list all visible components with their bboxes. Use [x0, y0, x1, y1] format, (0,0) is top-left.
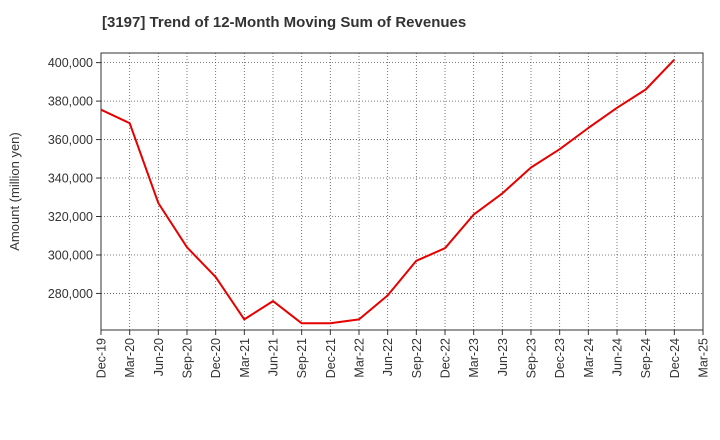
- x-tick-label: Dec-20: [209, 338, 223, 378]
- x-tick-label: Mar-21: [238, 338, 252, 378]
- chart-title: [3197] Trend of 12-Month Moving Sum of R…: [102, 14, 467, 31]
- x-tick-label: Dec-22: [439, 338, 453, 378]
- x-tick-label: Sep-20: [181, 338, 195, 378]
- x-tick-label: Mar-23: [467, 338, 481, 378]
- y-tick-label: 400,000: [48, 56, 93, 70]
- x-tick-label: Sep-24: [639, 338, 653, 378]
- x-tick-label: Dec-21: [324, 338, 338, 378]
- x-tick-label: Jun-23: [496, 338, 510, 376]
- x-tick-label: Mar-20: [123, 338, 137, 378]
- x-tick-label: Mar-22: [353, 338, 367, 378]
- y-tick-label: 300,000: [48, 248, 93, 262]
- y-tick-label: 280,000: [48, 287, 93, 301]
- x-tick-label: Dec-23: [553, 338, 567, 378]
- x-tick-label: Sep-21: [295, 338, 309, 378]
- x-tick-label: Mar-25: [697, 338, 711, 378]
- y-tick-label: 320,000: [48, 210, 93, 224]
- x-tick-label: Dec-19: [95, 338, 109, 378]
- plot-frame: [100, 52, 704, 331]
- y-axis-label: Amount (million yen): [7, 132, 22, 251]
- x-tick-label: Jun-22: [381, 338, 395, 376]
- x-tick-label: Jun-21: [267, 338, 281, 376]
- x-tick-label: Dec-24: [668, 338, 682, 378]
- y-tick-label: 360,000: [48, 133, 93, 147]
- y-tick-label: 380,000: [48, 95, 93, 109]
- x-tick-label: Mar-24: [582, 338, 596, 378]
- x-tick-label: Jun-20: [152, 338, 166, 376]
- x-tick-label: Jun-24: [611, 338, 625, 376]
- x-tick-label: Sep-22: [410, 338, 424, 378]
- series-line: [100, 59, 676, 325]
- x-tick-label: Sep-23: [525, 338, 539, 378]
- y-tick-label: 340,000: [48, 172, 93, 186]
